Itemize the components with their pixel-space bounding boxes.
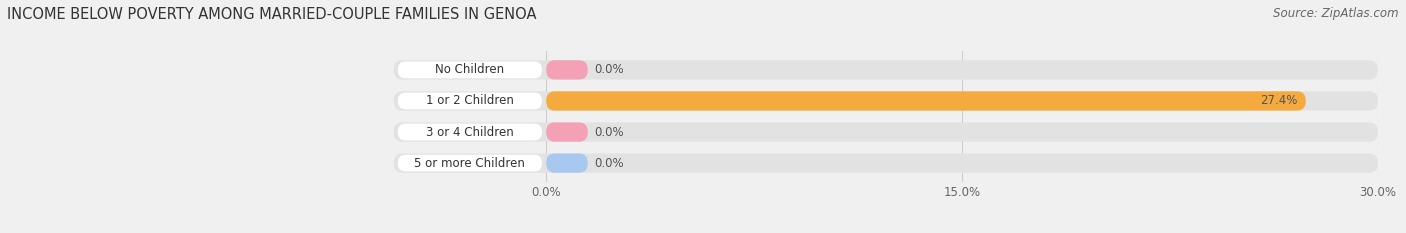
FancyBboxPatch shape bbox=[546, 122, 588, 142]
Text: 1 or 2 Children: 1 or 2 Children bbox=[426, 94, 513, 107]
Text: 3 or 4 Children: 3 or 4 Children bbox=[426, 126, 513, 139]
FancyBboxPatch shape bbox=[398, 155, 541, 171]
Text: 5 or more Children: 5 or more Children bbox=[415, 157, 526, 170]
Text: 0.0%: 0.0% bbox=[595, 157, 624, 170]
FancyBboxPatch shape bbox=[398, 62, 541, 78]
FancyBboxPatch shape bbox=[394, 122, 1378, 142]
Text: 27.4%: 27.4% bbox=[1260, 94, 1298, 107]
FancyBboxPatch shape bbox=[546, 154, 588, 173]
FancyBboxPatch shape bbox=[398, 124, 541, 140]
Text: 0.0%: 0.0% bbox=[595, 63, 624, 76]
Text: 0.0%: 0.0% bbox=[595, 126, 624, 139]
Text: Source: ZipAtlas.com: Source: ZipAtlas.com bbox=[1274, 7, 1399, 20]
FancyBboxPatch shape bbox=[394, 60, 1378, 79]
FancyBboxPatch shape bbox=[398, 93, 541, 109]
FancyBboxPatch shape bbox=[546, 60, 588, 79]
FancyBboxPatch shape bbox=[394, 91, 1378, 111]
Text: No Children: No Children bbox=[436, 63, 505, 76]
FancyBboxPatch shape bbox=[394, 154, 1378, 173]
FancyBboxPatch shape bbox=[546, 91, 1306, 111]
Text: INCOME BELOW POVERTY AMONG MARRIED-COUPLE FAMILIES IN GENOA: INCOME BELOW POVERTY AMONG MARRIED-COUPL… bbox=[7, 7, 537, 22]
